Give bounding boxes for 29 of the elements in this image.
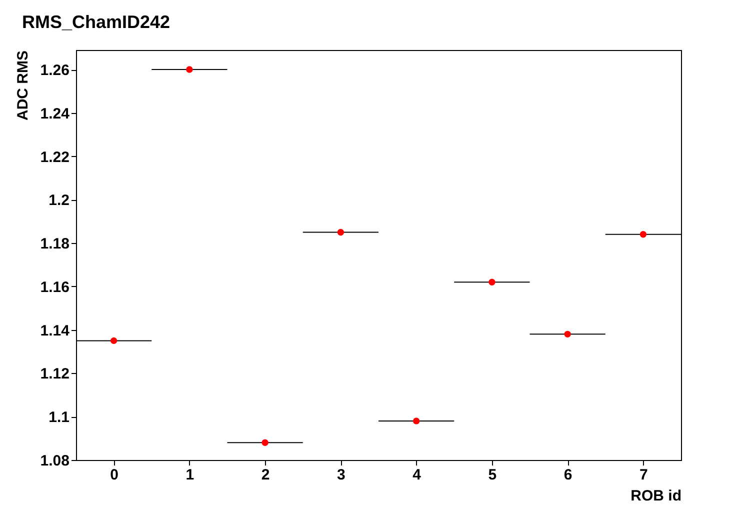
y-tick-label: 1.12 [40,366,70,383]
x-tick-label: 2 [261,466,270,484]
point [262,439,268,446]
point [110,337,118,344]
x-tick-label: 3 [337,466,346,484]
point [337,228,344,236]
y-tick-label: 1.2 [48,192,70,210]
point [186,66,193,73]
x-tick-label: 0 [110,466,118,484]
x-tick-label: 7 [640,466,648,484]
x-tick-label: 4 [412,466,422,484]
point [640,231,647,238]
point [488,278,496,286]
y-tick-label: 1.16 [40,278,70,296]
point [564,330,571,338]
point [412,418,420,424]
y-tick-label: 1.24 [40,105,70,122]
x-tick-label: 1 [186,466,194,484]
x-axis-title: ROB id [630,488,682,504]
x-tick-label: 5 [488,466,497,484]
y-axis-title: ADC RMS [14,50,32,120]
y-tick-label: 1.14 [40,322,70,340]
y-tick-label: 1.18 [40,236,70,253]
y-tick-label: 1.22 [40,148,70,166]
x-tick-label: 6 [564,466,572,484]
y-tick-label: 1.1 [48,409,70,426]
y-tick-label: 1.08 [40,452,70,470]
y-tick-label: 1.26 [40,62,70,80]
chart-title: RMS_ChamID242 [22,12,170,32]
